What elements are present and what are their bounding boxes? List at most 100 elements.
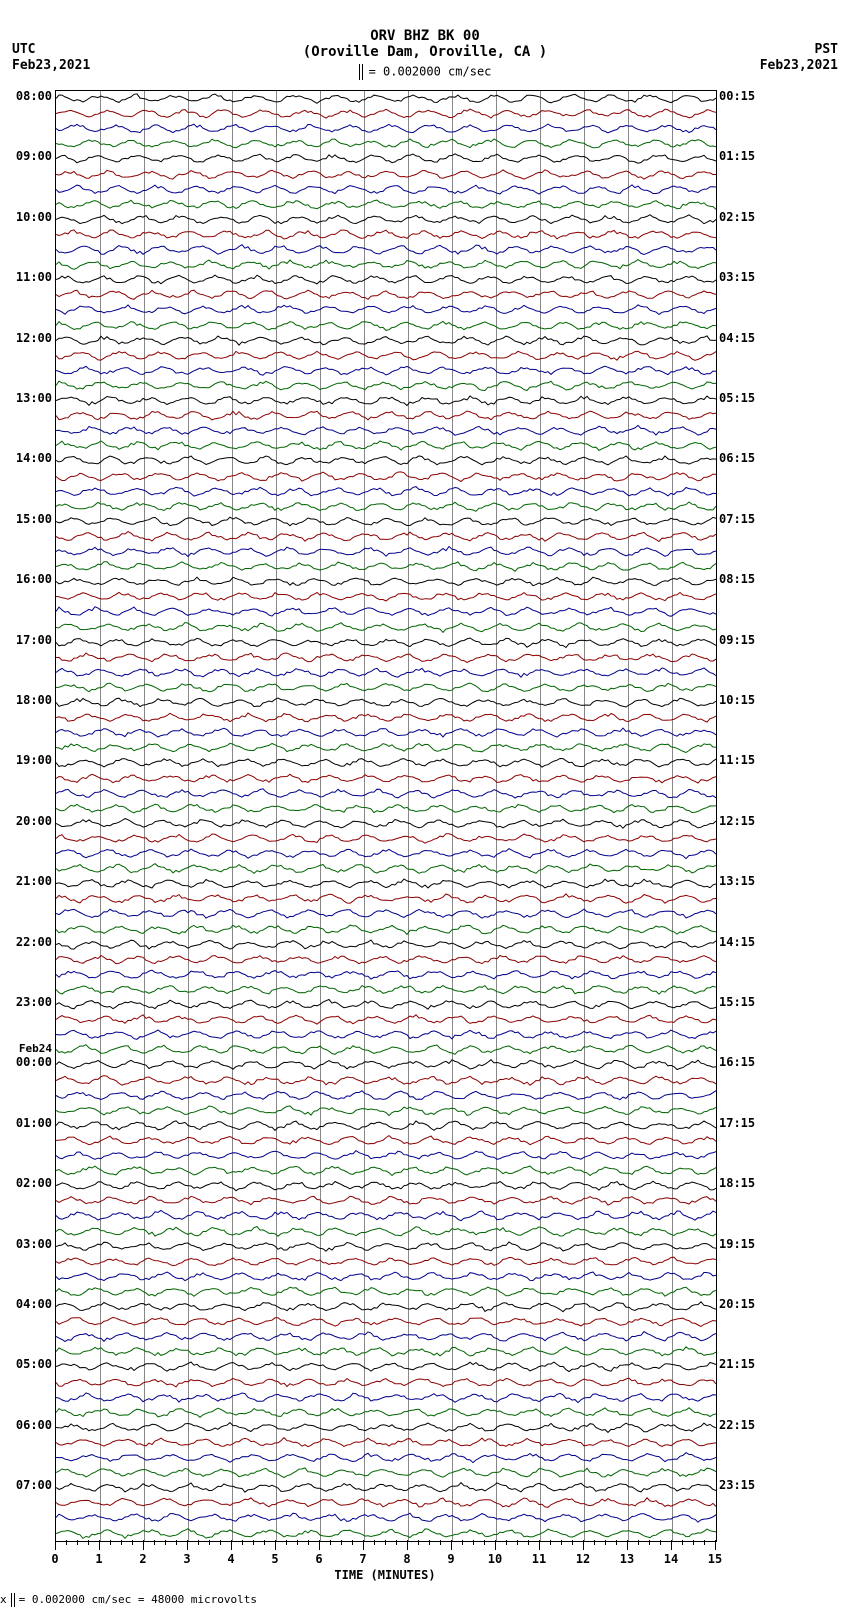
station-title: ORV BHZ BK 00 <box>0 28 850 44</box>
trace-row <box>56 1375 716 1390</box>
x-tick-minor <box>374 1540 375 1545</box>
trace-row <box>56 1012 716 1027</box>
trace-row <box>56 650 716 665</box>
trace-row <box>56 574 716 589</box>
x-tick-minor <box>704 1540 705 1545</box>
trace-row <box>56 272 716 287</box>
seismogram-container: UTC Feb23,2021 PST Feb23,2021 ORV BHZ BK… <box>0 0 850 1613</box>
left-time-label: 10:00 <box>2 210 52 224</box>
left-time-label: 19:00 <box>2 753 52 767</box>
x-tick-minor <box>418 1540 419 1545</box>
x-tick-label: 3 <box>183 1552 190 1566</box>
trace-row <box>56 861 716 876</box>
right-time-label: 18:15 <box>719 1176 769 1190</box>
x-tick-minor <box>154 1540 155 1545</box>
trace-row <box>56 922 716 937</box>
trace-row <box>56 1118 716 1133</box>
x-tick <box>495 1540 496 1550</box>
right-time-label: 13:15 <box>719 874 769 888</box>
left-time-label: 03:00 <box>2 1237 52 1251</box>
trace-row <box>56 982 716 997</box>
trace-row <box>56 997 716 1012</box>
trace-row <box>56 695 716 710</box>
right-time-label: 10:15 <box>719 693 769 707</box>
x-tick <box>99 1540 100 1550</box>
x-tick-minor <box>440 1540 441 1545</box>
left-time-label: 08:00 <box>2 89 52 103</box>
x-tick-minor <box>286 1540 287 1545</box>
trace-row <box>56 257 716 272</box>
trace-row <box>56 378 716 393</box>
left-time-label: 02:00 <box>2 1176 52 1190</box>
left-time-label: 00:00 <box>2 1055 52 1069</box>
trace-row <box>56 514 716 529</box>
left-time-label: 05:00 <box>2 1357 52 1371</box>
x-tick-label: 11 <box>532 1552 546 1566</box>
trace-row <box>56 499 716 514</box>
trace-row <box>56 876 716 891</box>
x-tick <box>231 1540 232 1550</box>
x-tick-minor <box>253 1540 254 1545</box>
x-tick-minor <box>528 1540 529 1545</box>
trace-row <box>56 831 716 846</box>
right-time-label: 22:15 <box>719 1418 769 1432</box>
x-tick-label: 14 <box>664 1552 678 1566</box>
x-tick-minor <box>242 1540 243 1545</box>
x-tick-label: 12 <box>576 1552 590 1566</box>
trace-row <box>56 1239 716 1254</box>
x-tick <box>583 1540 584 1550</box>
x-tick-minor <box>77 1540 78 1545</box>
x-tick-minor <box>132 1540 133 1545</box>
x-tick-minor <box>330 1540 331 1545</box>
x-tick-label: 13 <box>620 1552 634 1566</box>
x-tick-minor <box>165 1540 166 1545</box>
trace-row <box>56 1254 716 1269</box>
trace-row <box>56 1465 716 1480</box>
trace-row <box>56 393 716 408</box>
trace-row <box>56 1480 716 1495</box>
trace-row <box>56 1224 716 1239</box>
right-time-label: 19:15 <box>719 1237 769 1251</box>
right-time-label: 17:15 <box>719 1116 769 1130</box>
date-left: Feb23,2021 <box>12 58 90 73</box>
x-tick-minor <box>297 1540 298 1545</box>
x-tick <box>143 1540 144 1550</box>
trace-row <box>56 967 716 982</box>
x-tick-label: 8 <box>403 1552 410 1566</box>
trace-row <box>56 1103 716 1118</box>
left-time-label: 04:00 <box>2 1297 52 1311</box>
trace-row <box>56 1088 716 1103</box>
trace-row <box>56 1344 716 1359</box>
trace-row <box>56 167 716 182</box>
trace-row <box>56 212 716 227</box>
trace-row <box>56 287 716 302</box>
left-time-label: 07:00 <box>2 1478 52 1492</box>
date-right: Feb23,2021 <box>760 58 838 73</box>
trace-row <box>56 197 716 212</box>
x-axis: TIME (MINUTES) 0123456789101112131415 <box>55 1540 715 1580</box>
trace-row <box>56 1359 716 1374</box>
x-tick-minor <box>396 1540 397 1545</box>
trace-row <box>56 786 716 801</box>
x-tick-label: 0 <box>51 1552 58 1566</box>
x-tick-minor <box>308 1540 309 1545</box>
x-tick-minor <box>605 1540 606 1545</box>
x-tick-minor <box>550 1540 551 1545</box>
right-time-label: 20:15 <box>719 1297 769 1311</box>
x-tick-minor <box>88 1540 89 1545</box>
left-time-label: 13:00 <box>2 391 52 405</box>
trace-row <box>56 1284 716 1299</box>
x-tick <box>187 1540 188 1550</box>
x-tick-minor <box>594 1540 595 1545</box>
x-tick <box>275 1540 276 1550</box>
left-time-label: 23:00 <box>2 995 52 1009</box>
trace-row <box>56 318 716 333</box>
x-tick <box>407 1540 408 1550</box>
trace-row <box>56 1148 716 1163</box>
trace-row <box>56 937 716 952</box>
left-time-label: 21:00 <box>2 874 52 888</box>
footer-bar-icon <box>11 1593 15 1607</box>
tz-right: PST <box>815 42 838 57</box>
trace-row <box>56 333 716 348</box>
x-tick-minor <box>484 1540 485 1545</box>
